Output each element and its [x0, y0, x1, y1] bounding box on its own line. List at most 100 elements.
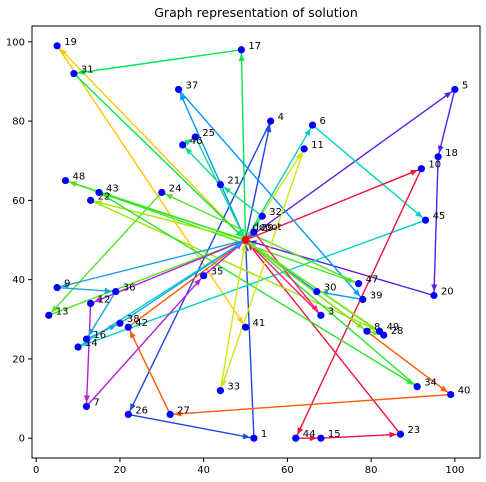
node-label: 18: [445, 148, 458, 159]
y-tick-label: 100: [6, 37, 25, 48]
route-arrowhead: [410, 170, 418, 176]
node-label: 28: [391, 326, 404, 337]
y-tick-label: 40: [12, 275, 25, 286]
node-label: 12: [98, 294, 111, 305]
x-tick-label: 60: [281, 465, 294, 476]
route-edge: [98, 191, 418, 388]
x-tick-label: 100: [445, 465, 464, 476]
node-label: 24: [169, 183, 182, 194]
route-edge: [320, 433, 401, 439]
y-tick-label: 80: [12, 117, 25, 128]
route-arrowhead: [94, 296, 102, 303]
route-edge: [194, 136, 247, 241]
route-edge: [77, 219, 426, 348]
route-edge: [245, 88, 456, 241]
route-edge: [295, 168, 423, 439]
route-arrowhead: [304, 128, 311, 137]
route-arrowhead: [108, 324, 117, 331]
customer-node: [451, 85, 459, 94]
route-arrowhead: [265, 125, 272, 133]
node-label: 27: [177, 405, 190, 416]
customer-node: [82, 402, 91, 411]
route-arrowhead: [431, 284, 438, 292]
customer-node: [158, 188, 166, 197]
route-arrowhead: [240, 243, 247, 252]
node-label: 36: [123, 283, 136, 294]
node-label: 37: [186, 80, 199, 91]
route-arrowhead: [235, 230, 243, 238]
node-label: 40: [458, 386, 471, 397]
route-arrowhead: [102, 193, 111, 199]
route-arrowhead: [236, 316, 244, 324]
route-arrowhead: [389, 431, 397, 438]
node-label: 6: [320, 116, 326, 127]
node-label: 10: [428, 160, 441, 171]
node-label: 13: [56, 306, 69, 317]
customer-node: [166, 410, 174, 419]
route-arrowhead: [174, 410, 182, 417]
route-arrowhead: [444, 91, 452, 99]
node-label: 31: [81, 65, 94, 76]
customer-node: [216, 180, 225, 189]
node-label: 16: [93, 330, 106, 341]
customer-node: [112, 287, 120, 296]
x-tick-label: 20: [114, 465, 127, 476]
route-edge: [170, 393, 451, 416]
customer-node: [396, 430, 405, 438]
route-edge: [127, 239, 246, 328]
route-edge: [219, 239, 247, 391]
route-edge: [85, 303, 92, 407]
route-arrowhead: [242, 433, 250, 440]
node-label: 9: [64, 279, 70, 290]
customer-node: [74, 343, 82, 351]
route-edge: [56, 45, 247, 241]
route-arrowhead: [238, 228, 244, 237]
node-label: 3: [328, 306, 334, 317]
customer-node: [363, 327, 371, 335]
route-edge: [128, 413, 255, 439]
route-arrowhead: [248, 242, 257, 249]
node-label: 30: [324, 283, 337, 294]
route-arrowhead: [356, 322, 364, 329]
customer-node: [308, 121, 317, 129]
route-edge: [119, 239, 246, 324]
customer-node: [95, 188, 103, 197]
customer-node: [417, 165, 425, 173]
customer-node: [179, 141, 187, 149]
route-edge: [178, 88, 364, 300]
route-arrowhead: [88, 328, 95, 336]
route-arrowhead: [194, 278, 201, 286]
route-arrowhead: [59, 48, 67, 56]
customer-node: [434, 153, 442, 161]
node-label: 46: [190, 136, 203, 147]
customer-node: [430, 291, 438, 300]
node-label: 19: [64, 37, 77, 48]
route-arrowhead: [130, 403, 136, 411]
route-arrowhead: [83, 395, 90, 403]
route-arrowhead: [77, 69, 86, 75]
route-edge: [48, 191, 163, 316]
customer-node: [292, 434, 300, 442]
node-label: 45: [433, 211, 446, 222]
route-arrowhead: [238, 53, 245, 61]
route-edge: [312, 124, 427, 221]
customer-node: [200, 272, 208, 280]
customer-node: [413, 383, 421, 391]
route-arrowhead: [165, 194, 174, 200]
route-edge: [48, 239, 246, 316]
y-tick-label: 20: [12, 354, 25, 365]
node-label: 26: [135, 405, 148, 416]
customer-node: [191, 133, 199, 141]
route-arrowhead: [253, 219, 260, 227]
customer-node: [250, 228, 258, 236]
route-arrowhead: [130, 330, 136, 339]
y-tick-label: 0: [19, 434, 25, 445]
route-edge: [245, 168, 422, 241]
customer-nodes: 1345678910111213141516171819202122232425…: [45, 37, 470, 442]
node-label: 32: [269, 207, 282, 218]
node-label: 39: [370, 290, 383, 301]
node-label: 15: [328, 429, 341, 440]
customer-node: [317, 434, 325, 442]
route-edge: [245, 239, 418, 388]
node-label: 22: [98, 191, 111, 202]
